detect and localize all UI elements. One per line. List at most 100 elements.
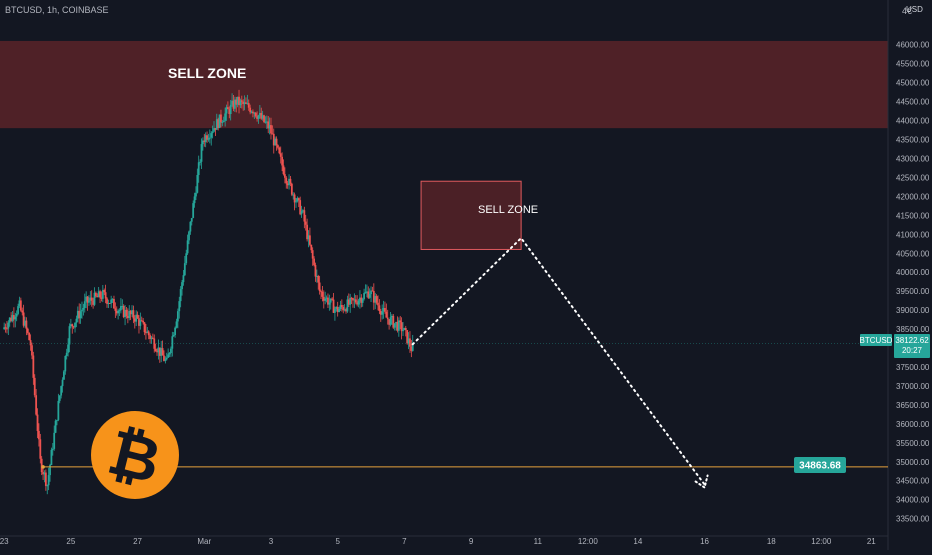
support-price-badge[interactable]: 34863.68	[794, 457, 846, 473]
candle-body	[360, 297, 363, 303]
candle-body	[40, 458, 43, 473]
candle-body	[54, 420, 57, 433]
candle-body	[72, 326, 75, 328]
time-tick-label: 12:00	[578, 537, 599, 546]
candle-body	[368, 294, 371, 298]
candle-body	[133, 318, 136, 322]
candle-body	[364, 292, 367, 294]
candle-body	[147, 331, 150, 336]
sell-zones	[0, 40, 888, 250]
candle-body	[388, 319, 391, 325]
candle-body	[176, 311, 179, 322]
candle-body	[311, 250, 314, 259]
time-axis[interactable]: 23 25 27 Mar 3 5 7 9 11 12:00 14 16 18 12:00 21	[0, 537, 876, 546]
candle-body	[370, 290, 372, 295]
candle-body	[85, 296, 88, 302]
candle-body	[335, 307, 338, 309]
price-tick-label: 39000.00	[896, 306, 930, 315]
candle-body	[354, 299, 357, 303]
candle-body	[76, 310, 79, 319]
candle-body	[69, 324, 72, 327]
candle-body	[365, 291, 368, 293]
candle-body	[229, 104, 232, 114]
candle-body	[336, 307, 339, 313]
candle-body	[410, 346, 413, 351]
candle-body	[51, 448, 54, 450]
candle-body	[357, 300, 360, 305]
candle-body	[327, 297, 329, 305]
candle-body	[379, 311, 382, 315]
candle-body	[36, 414, 39, 431]
candle-body	[124, 309, 126, 318]
candle-body	[390, 315, 393, 318]
candle-body	[6, 328, 8, 330]
candles	[3, 89, 414, 495]
candle-body	[238, 96, 240, 106]
candle-body	[339, 304, 342, 310]
candle-body	[150, 337, 153, 339]
last-price-marker[interactable]: BTCUSD 38122.62 20:27	[860, 334, 930, 358]
candle-body	[110, 299, 113, 304]
candle-body	[278, 147, 281, 154]
candle-body	[263, 115, 265, 123]
candle-body	[285, 177, 288, 184]
candle-body	[396, 321, 399, 331]
candle-body	[210, 133, 213, 138]
candle-body	[167, 354, 170, 358]
candle-body	[233, 99, 236, 109]
candle-body	[50, 449, 53, 465]
candle-body	[325, 297, 328, 299]
candle-body	[406, 330, 409, 344]
time-tick-label: 5	[335, 537, 340, 546]
candle-body	[139, 320, 142, 326]
candle-body	[206, 135, 208, 140]
candle-body	[338, 309, 340, 313]
candle-body	[42, 472, 44, 475]
candle-body	[117, 310, 120, 314]
candle-body	[75, 318, 78, 323]
candle-body	[161, 348, 164, 356]
candle-body	[235, 99, 238, 105]
candle-body	[33, 377, 36, 396]
candle-body	[4, 327, 7, 329]
candle-body	[400, 322, 403, 332]
candle-body	[68, 326, 71, 345]
candle-body	[243, 102, 246, 105]
projection-path	[411, 236, 706, 486]
candle-body	[160, 348, 163, 356]
candle-body	[310, 244, 313, 251]
candle-body	[44, 472, 47, 486]
candle-body	[211, 131, 214, 134]
candle-body	[22, 312, 25, 326]
candle-body	[217, 119, 220, 128]
candle-body	[157, 347, 160, 353]
candle-body	[153, 338, 156, 349]
candle-body	[346, 299, 349, 312]
candle-body	[257, 115, 260, 119]
candle-body	[279, 153, 282, 157]
price-tick-label: 40500.00	[896, 249, 930, 258]
candle-body	[28, 332, 31, 341]
candle-body	[49, 464, 51, 476]
sell-zone-rect	[0, 40, 888, 129]
candle-body	[104, 292, 107, 299]
candle-body	[288, 178, 290, 186]
candle-body	[289, 178, 292, 184]
candle-body	[253, 112, 256, 114]
candle-body	[56, 419, 58, 421]
candle-body	[79, 311, 82, 319]
candle-body	[303, 210, 306, 222]
price-tick-label: 33500.00	[896, 515, 930, 524]
candle-body	[24, 320, 26, 326]
candle-body	[151, 337, 154, 339]
candle-body	[149, 335, 151, 339]
candle-body	[363, 293, 365, 299]
candle-body	[340, 304, 343, 308]
candle-body	[18, 300, 21, 307]
currency-label[interactable]: USD	[906, 5, 923, 14]
last-price-value-bg	[894, 334, 930, 358]
candle-body	[164, 359, 167, 361]
candle-body	[359, 297, 361, 301]
